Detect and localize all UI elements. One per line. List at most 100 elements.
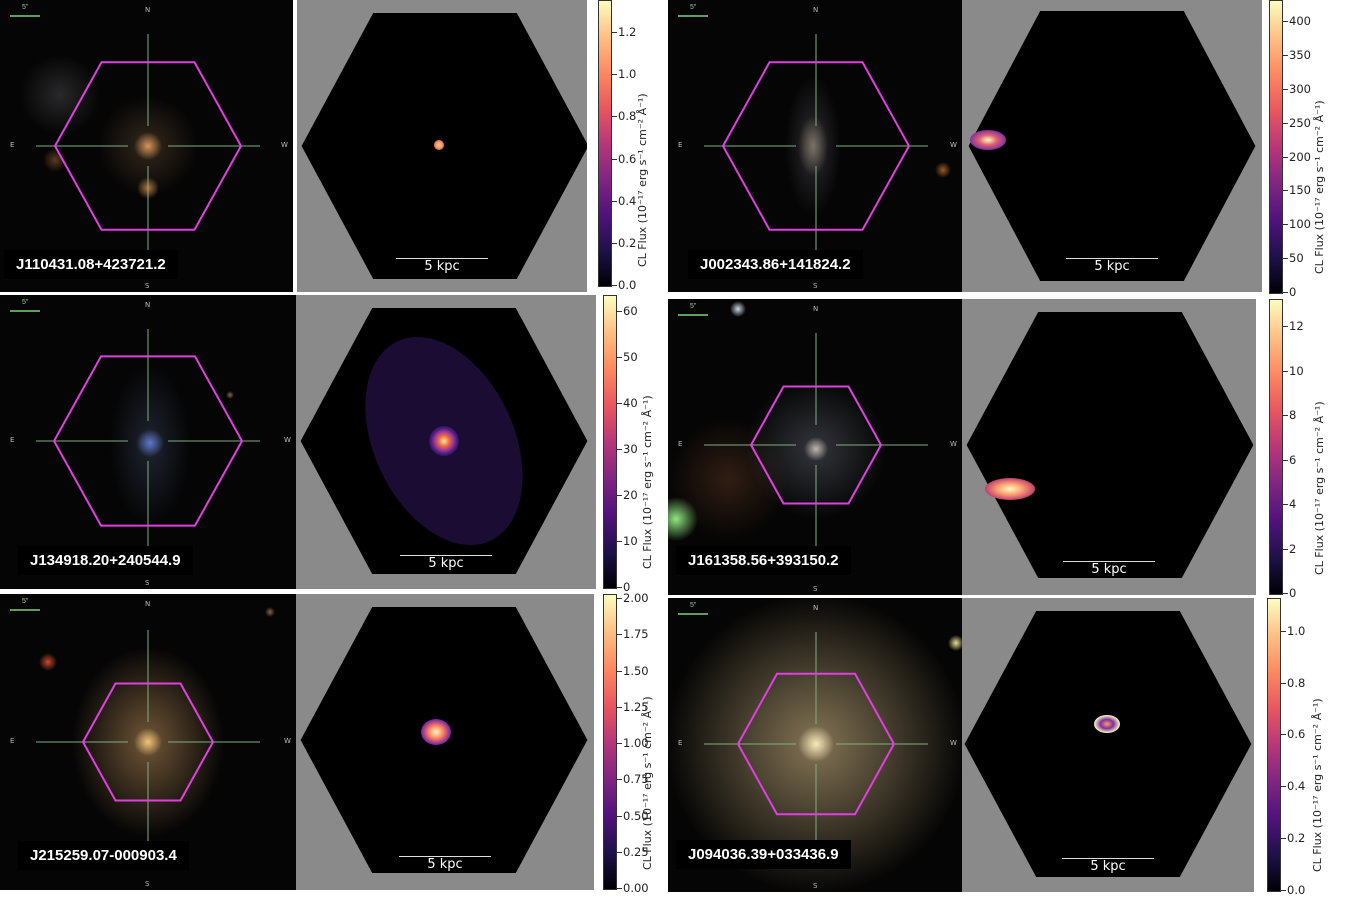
colorbar-tick bbox=[1281, 838, 1286, 840]
colorbar: 0.0 0.2 0.4 0.6 0.8 1.0 1.2 CL Flux (10⁻¹⁷ erg … bbox=[598, 0, 668, 292]
ifu-footprint bbox=[301, 13, 587, 279]
colorbar-tick-label: 50 bbox=[1289, 251, 1304, 266]
colorbar-tick bbox=[617, 743, 622, 744]
colorbar-tick-label: 1.0 bbox=[618, 67, 637, 82]
colorbar-tick bbox=[617, 587, 622, 588]
cl-flux-map: 5 kpc bbox=[297, 0, 587, 292]
colorbar-gradient bbox=[603, 295, 617, 589]
colorbar-tick bbox=[1281, 682, 1286, 684]
galaxy-light bbox=[20, 55, 100, 135]
colorbar-tick-label: 250 bbox=[1289, 115, 1311, 130]
arcsec-label: 5" bbox=[690, 602, 697, 609]
ifu-footprint bbox=[964, 611, 1252, 877]
colorbar-gradient bbox=[1267, 598, 1281, 892]
colorbar-tick-label: 1.00 bbox=[623, 736, 649, 750]
colorbar-tick bbox=[617, 540, 622, 542]
galaxy-light bbox=[134, 132, 162, 160]
colorbar-tick-label: 40 bbox=[623, 395, 638, 410]
colorbar-gradient bbox=[1269, 299, 1283, 595]
arcsec-label: 5" bbox=[22, 299, 29, 306]
sdss-image: 5" N S E W bbox=[0, 0, 293, 292]
sdss-image: 5" N S E W bbox=[668, 0, 962, 292]
colorbar-tick-label: 1.75 bbox=[623, 627, 649, 642]
kpc-scalebar bbox=[396, 258, 488, 259]
cl-flux-map: 5 kpc bbox=[296, 594, 594, 890]
colorbar: 0 2 4 6 8 10 12 CL Flux (10⁻¹⁷ erg s⁻¹ cm⁻² Å⁻¹… bbox=[1269, 299, 1339, 600]
colorbar-tick-label: 0.25 bbox=[623, 844, 649, 859]
colorbar-tick bbox=[1283, 190, 1288, 192]
colorbar-tick-label: 10 bbox=[1289, 363, 1304, 378]
galaxy-light bbox=[136, 429, 164, 457]
galaxy-light bbox=[265, 607, 275, 617]
ifu-hexagon bbox=[52, 355, 244, 527]
sdss-image: 5" N S E W bbox=[0, 594, 296, 890]
galaxy-light bbox=[804, 437, 828, 461]
cl-flux-map: 5 kpc bbox=[962, 299, 1256, 595]
kpc-scale-label: 5 kpc bbox=[424, 259, 460, 274]
colorbar-tick-label: 0.0 bbox=[618, 278, 637, 292]
colorbar-tick bbox=[617, 851, 622, 853]
colorbar-tick bbox=[617, 356, 622, 358]
colorbar-tick-label: 0.2 bbox=[618, 235, 637, 250]
colorbar-tick-label: 1.2 bbox=[618, 25, 637, 40]
compass-n: N bbox=[813, 305, 819, 313]
object-name-label: J134918.20+240544.9 bbox=[18, 546, 193, 575]
object-name-label: J110431.08+423721.2 bbox=[4, 250, 178, 279]
colorbar-tick-label: 100 bbox=[1289, 217, 1311, 232]
cl-flux-map: 5 kpc bbox=[962, 0, 1262, 292]
colorbar-tick-label: 60 bbox=[623, 303, 638, 318]
compass-s: S bbox=[145, 282, 150, 290]
compass-e: E bbox=[678, 141, 683, 149]
colorbar: 0.0 0.2 0.4 0.6 0.8 1.0 CL Flux (10⁻¹⁷ erg s⁻¹… bbox=[1267, 598, 1337, 897]
colorbar-tick bbox=[617, 779, 622, 781]
colorbar-tick bbox=[1283, 415, 1288, 417]
colorbar-tick-label: 0.6 bbox=[618, 151, 637, 166]
cl-emission bbox=[985, 478, 1035, 500]
colorbar-tick bbox=[617, 598, 622, 599]
object-name-label: J161358.56+393150.2 bbox=[676, 546, 851, 575]
colorbar-tick-label: 0.00 bbox=[623, 881, 649, 895]
compass-n: N bbox=[813, 6, 819, 14]
galaxy-light bbox=[798, 116, 828, 176]
colorbar-tick bbox=[1283, 459, 1288, 461]
colorbar-tick-label: 30 bbox=[623, 441, 638, 456]
colorbar-tick bbox=[617, 888, 622, 889]
arcsec-label: 5" bbox=[690, 303, 697, 310]
colorbar-tick bbox=[617, 706, 622, 708]
colorbar-tick bbox=[617, 310, 622, 312]
galaxy-light bbox=[39, 653, 57, 671]
sdss-image: 5" N S E W bbox=[0, 295, 296, 589]
colorbar-tick bbox=[612, 32, 617, 34]
ifu-footprint bbox=[968, 11, 1256, 281]
kpc-scale-label: 5 kpc bbox=[1094, 259, 1130, 274]
colorbar-tick-label: 4 bbox=[1289, 497, 1297, 512]
colorbar-tick bbox=[617, 634, 622, 636]
compass-s: S bbox=[145, 880, 150, 888]
colorbar-tick-label: 300 bbox=[1289, 81, 1311, 96]
colorbar-title: CL Flux (10⁻¹⁷ erg s⁻¹ cm⁻² Å⁻¹) bbox=[641, 395, 654, 569]
compass-s: S bbox=[813, 882, 818, 890]
colorbar-tick-label: 200 bbox=[1289, 149, 1311, 164]
colorbar-tick bbox=[1283, 548, 1288, 550]
kpc-scalebar bbox=[1063, 561, 1155, 562]
sdss-image: 5" N S E W bbox=[668, 299, 962, 595]
colorbar-tick-label: 20 bbox=[623, 487, 638, 502]
colorbar-tick bbox=[617, 670, 622, 672]
colorbar-tick-label: 12 bbox=[1289, 319, 1304, 334]
galaxy-light bbox=[668, 419, 788, 539]
colorbar-tick-label: 6 bbox=[1289, 452, 1297, 467]
colorbar-tick bbox=[1281, 630, 1286, 632]
colorbar-gradient bbox=[1269, 0, 1283, 294]
colorbar-tick bbox=[617, 494, 622, 496]
object-name-label: J094036.39+033436.9 bbox=[676, 840, 851, 869]
colorbar: 0 50 100 150 200 250 300 350 400 CL Flux (10⁻¹⁷ e… bbox=[1269, 0, 1339, 299]
colorbar-tick bbox=[1283, 504, 1288, 506]
galaxy-light bbox=[134, 728, 162, 756]
colorbar-tick bbox=[1283, 224, 1288, 226]
compass-w: W bbox=[284, 436, 291, 444]
colorbar-title: CL Flux (10⁻¹⁷ erg s⁻¹ cm⁻² Å⁻¹) bbox=[641, 696, 654, 870]
colorbar-gradient bbox=[598, 0, 612, 287]
colorbar: 0.00 0.25 0.50 0.75 1.00 1.25 1.50 1.75 2.00 CL F… bbox=[603, 591, 673, 895]
colorbar-tick bbox=[1283, 21, 1288, 23]
kpc-scale-label: 5 kpc bbox=[428, 556, 464, 571]
